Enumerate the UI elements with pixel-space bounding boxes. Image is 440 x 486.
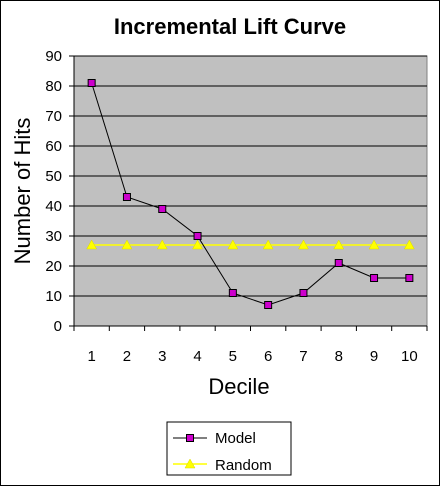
point-random-3 [156, 239, 168, 250]
legend-model-label: Model [215, 430, 256, 447]
y-axis-label: Number of Hits [10, 118, 35, 265]
y-tick-label-70: 70 [45, 108, 62, 125]
y-tick-label-90: 90 [45, 48, 62, 65]
point-random-5 [227, 239, 239, 250]
point-model-2 [122, 193, 131, 201]
point-model-10 [405, 274, 414, 282]
y-tick-label-80: 80 [45, 78, 62, 95]
point-model-4 [193, 232, 202, 240]
plot-area: 0 10 20 30 40 50 60 70 80 90 1 2 3 4 5 6 7 8 9 10 [45, 48, 428, 365]
x-tick-label-7: 7 [299, 348, 307, 365]
legend-random-marker [184, 458, 196, 469]
x-tick-label-5: 5 [229, 348, 237, 365]
x-tick-label-3: 3 [158, 348, 166, 365]
point-random-1 [86, 239, 98, 250]
point-model-6 [264, 301, 273, 309]
x-tick-label-9: 9 [370, 348, 378, 365]
series-line-model [91, 82, 410, 306]
point-model-9 [370, 274, 379, 282]
point-random-6 [262, 239, 274, 250]
y-tick-label-10: 10 [45, 288, 62, 305]
x-tick-label-1: 1 [87, 348, 95, 365]
point-model-5 [228, 289, 237, 297]
point-random-10 [403, 239, 415, 250]
x-tick-label-10: 10 [401, 348, 418, 365]
point-model-8 [334, 259, 343, 267]
y-tick-label-60: 60 [45, 138, 62, 155]
point-model-1 [87, 79, 96, 87]
legend-random-label: Random [215, 457, 272, 474]
point-random-4 [192, 239, 203, 250]
x-tick-label-4: 4 [193, 348, 201, 365]
point-random-7 [298, 239, 309, 250]
point-model-7 [299, 289, 308, 297]
legend: Model Random [166, 421, 292, 476]
point-random-2 [121, 239, 133, 250]
x-tick-label-6: 6 [264, 348, 272, 365]
x-tick-label-8: 8 [335, 348, 343, 365]
point-random-8 [333, 239, 345, 250]
legend-model-marker [186, 434, 194, 442]
y-tick-label-40: 40 [45, 198, 62, 215]
y-tick-label-30: 30 [45, 228, 62, 245]
y-tick-label-50: 50 [45, 168, 62, 185]
x-axis-label: Decile [208, 374, 269, 399]
x-tick-label-2: 2 [123, 348, 131, 365]
plot-background [73, 55, 428, 327]
y-tick-label-20: 20 [45, 258, 62, 275]
y-tick-label-0: 0 [54, 318, 62, 335]
point-random-9 [368, 239, 380, 250]
chart-title: Incremental Lift Curve [114, 14, 346, 39]
point-model-3 [158, 205, 167, 213]
